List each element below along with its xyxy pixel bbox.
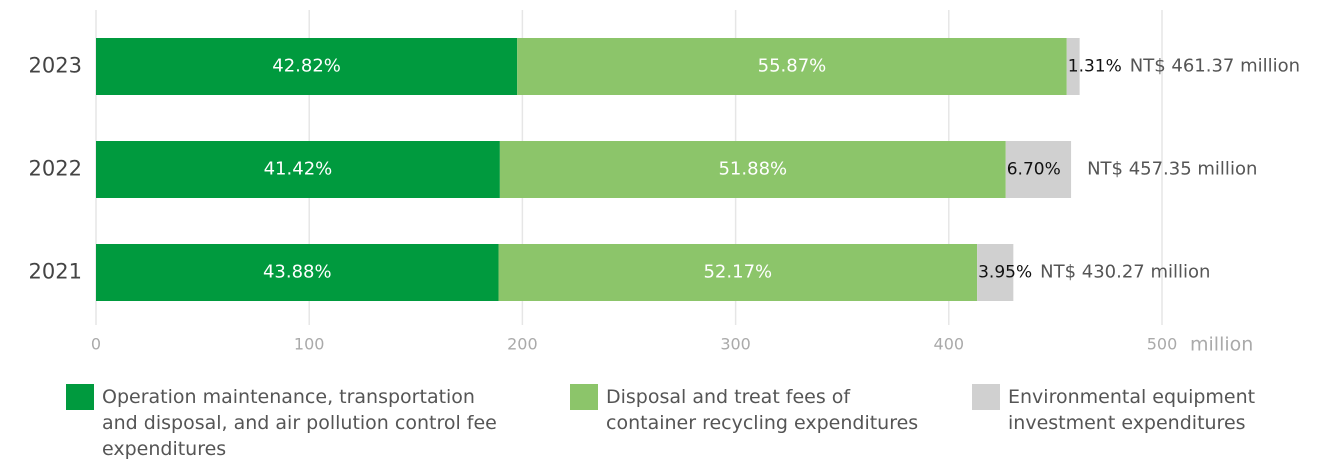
y-tick-label: 2022 [29,157,82,181]
y-tick-label: 2021 [29,260,82,284]
legend-item: Operation maintenance, transportation an… [66,384,506,462]
data-label: 43.88% [263,262,332,283]
x-tick-label: 300 [720,335,751,354]
legend-swatch [570,384,598,410]
legend-label: Operation maintenance, transportation an… [102,384,506,462]
data-label: 42.82% [272,56,341,77]
data-label: 41.42% [264,159,333,180]
total-label: NT$ 461.37 million [1130,56,1300,77]
data-label: 55.87% [758,56,827,77]
x-tick-label: 500 [1147,335,1178,354]
data-label: 1.31% [1068,57,1122,77]
data-label: 52.17% [703,262,772,283]
x-tick-label: 0 [91,335,101,354]
legend-label: Environmental equipment investment expen… [1008,384,1292,436]
x-axis-label: million [1190,334,1253,356]
chart: million 0 100 200 300 400 500 2023 42.82% 55.87%… [0,0,1323,380]
x-tick-label: 400 [934,335,965,354]
x-tick-label: 200 [507,335,538,354]
data-label: 6.70% [1007,160,1061,180]
legend-item: Environmental equipment investment expen… [972,384,1292,436]
x-tick-label: 100 [294,335,325,354]
total-label: NT$ 430.27 million [1040,262,1210,283]
legend-swatch [972,384,1000,410]
page: million 0 100 200 300 400 500 2023 42.82% 55.87%… [0,0,1323,468]
legend-label: Disposal and treat fees of container rec… [606,384,930,436]
data-label: 3.95% [978,263,1032,283]
legend-swatch [66,384,94,410]
total-label: NT$ 457.35 million [1087,159,1257,180]
data-label: 51.88% [718,159,787,180]
legend-item: Disposal and treat fees of container rec… [570,384,930,436]
legend: Operation maintenance, transportation an… [0,384,1323,468]
y-tick-label: 2023 [29,54,82,78]
